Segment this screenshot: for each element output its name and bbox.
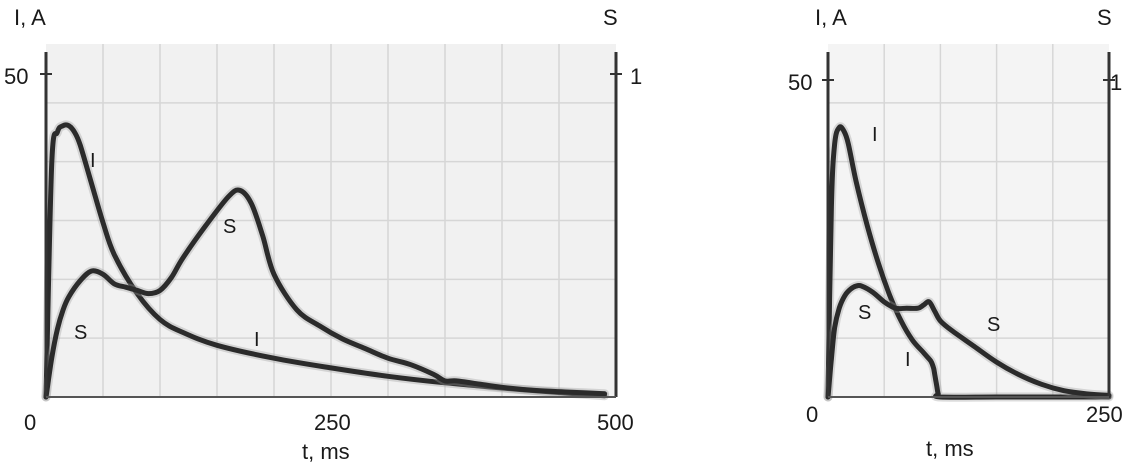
y-tick-left-50: 50: [788, 70, 812, 95]
x-tick-0: 0: [806, 402, 818, 427]
annotation-S-lower: S: [987, 314, 1000, 336]
x-tick-0: 0: [24, 410, 36, 435]
y-tick-right-1: 1: [1110, 70, 1122, 95]
x-axis-label: t, ms: [926, 436, 974, 461]
series-line-S: [825, 282, 1112, 400]
grid: [828, 44, 1109, 397]
y-axis-right-label: S: [603, 5, 618, 30]
y-tick-left-50: 50: [4, 64, 28, 89]
y-tick-right-1: 1: [630, 64, 642, 89]
chart-right: I, A S 50 1 0 250 t, ms I I S S: [788, 5, 1123, 461]
series-line-I: [43, 122, 608, 400]
annotation-I-upper: I: [90, 150, 96, 172]
annotation-S-lower: S: [74, 322, 87, 344]
annotation-I-upper: I: [872, 124, 878, 146]
series-line-S: [43, 187, 608, 400]
series-group: [41, 120, 610, 402]
series-line-I: [825, 124, 1112, 400]
x-axis-label: t, ms: [302, 439, 350, 464]
series-group: [823, 122, 1114, 402]
x-tick-500: 500: [597, 410, 634, 435]
chart-left: I, A S 50 1 0 250 500 t, ms I I S S: [4, 5, 642, 464]
annotation-I-lower: I: [905, 349, 911, 371]
annotation-S-upper: S: [858, 302, 871, 324]
y-axis-left-label: I, A: [14, 5, 46, 30]
x-tick-250: 250: [1086, 402, 1123, 427]
x-tick-250: 250: [314, 410, 351, 435]
y-axis-left-label: I, A: [815, 5, 847, 30]
annotation-S-upper: S: [223, 216, 236, 238]
grid: [46, 44, 616, 397]
y-axis-right-label: S: [1097, 5, 1112, 30]
annotation-I-lower: I: [254, 329, 260, 351]
